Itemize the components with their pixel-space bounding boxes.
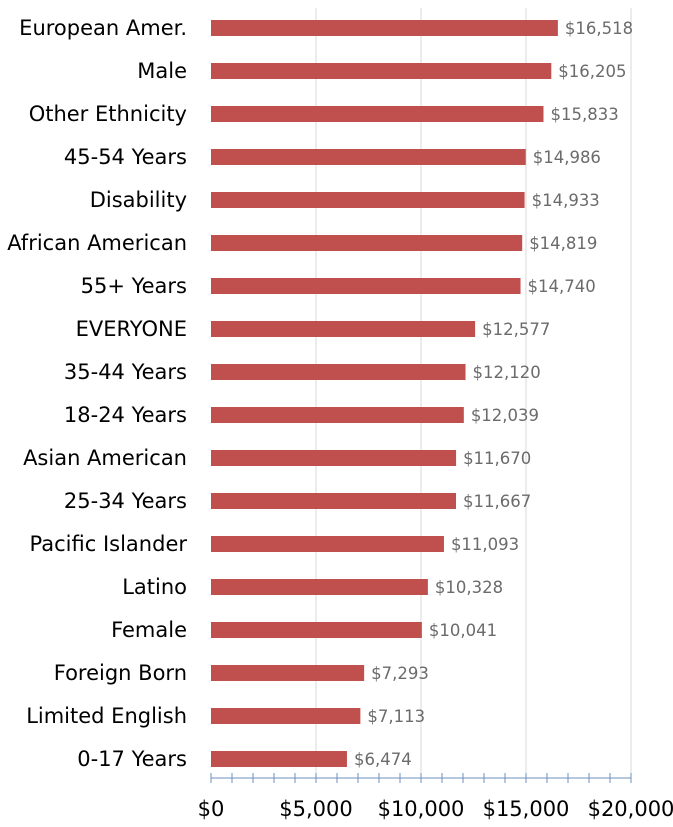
bar (211, 364, 466, 380)
value-label: $11,670 (463, 449, 531, 468)
category-label: Female (111, 618, 187, 642)
category-label: Limited English (26, 704, 187, 728)
bar (211, 622, 422, 638)
category-label: Other Ethnicity (29, 102, 187, 126)
bar (211, 493, 457, 509)
category-label: 45-54 Years (64, 145, 187, 169)
value-label: $14,740 (528, 277, 596, 296)
value-labels: $16,518 $16,205 $15,833 $14,986 $14,933 $14,8… (354, 19, 633, 769)
value-label: $11,093 (451, 535, 519, 554)
x-tick-label: $5,000 (279, 797, 352, 821)
category-label: Pacific Islander (30, 532, 188, 556)
category-label: African American (7, 231, 187, 255)
x-tick-label: $10,000 (378, 797, 465, 821)
bar (211, 20, 558, 36)
bar (211, 708, 361, 724)
value-label: $15,833 (550, 105, 618, 124)
category-label: Latino (122, 575, 187, 599)
x-tick-label: $20,000 (588, 797, 673, 821)
value-label: $14,986 (533, 148, 601, 167)
bars (211, 20, 558, 767)
category-label: 25-34 Years (64, 489, 187, 513)
bar (211, 149, 526, 165)
bar (211, 321, 476, 337)
category-label: Foreign Born (54, 661, 187, 685)
category-labels: European Amer. Male Other Ethnicity 45-54 Y… (7, 16, 187, 771)
category-label: Asian American (23, 446, 187, 470)
bar (211, 450, 457, 466)
value-label: $7,293 (371, 664, 429, 683)
category-label: Disability (90, 188, 187, 212)
bar (211, 106, 544, 122)
value-label: $10,041 (429, 621, 497, 640)
bar (211, 278, 521, 294)
bar (211, 665, 365, 681)
category-label: 18-24 Years (64, 403, 187, 427)
value-label: $12,039 (471, 406, 539, 425)
category-label: 35-44 Years (64, 360, 187, 384)
value-label: $10,328 (435, 578, 503, 597)
category-label: Male (137, 59, 187, 83)
category-label: 55+ Years (81, 274, 187, 298)
bar (211, 192, 525, 208)
category-label: 0-17 Years (77, 747, 187, 771)
category-label: EVERYONE (76, 317, 187, 341)
value-label: $16,518 (565, 19, 633, 38)
bar (211, 536, 444, 552)
value-label: $12,577 (482, 320, 550, 339)
bar (211, 407, 464, 423)
value-label: $16,205 (558, 62, 626, 81)
value-label: $6,474 (354, 750, 412, 769)
category-label: European Amer. (19, 16, 187, 40)
value-label: $7,113 (367, 707, 425, 726)
x-tick-label: $15,000 (483, 797, 570, 821)
value-label: $14,933 (532, 191, 600, 210)
bar (211, 63, 552, 79)
bar (211, 751, 347, 767)
x-tick-label: $0 (198, 797, 225, 821)
bar (211, 235, 523, 251)
value-label: $12,120 (473, 363, 541, 382)
x-axis: $0 $5,000 $10,000 $15,000 $20,000 (198, 773, 673, 821)
bar (211, 579, 428, 595)
gridlines (315, 8, 632, 778)
value-label: $11,667 (463, 492, 531, 511)
value-label: $14,819 (529, 234, 597, 253)
